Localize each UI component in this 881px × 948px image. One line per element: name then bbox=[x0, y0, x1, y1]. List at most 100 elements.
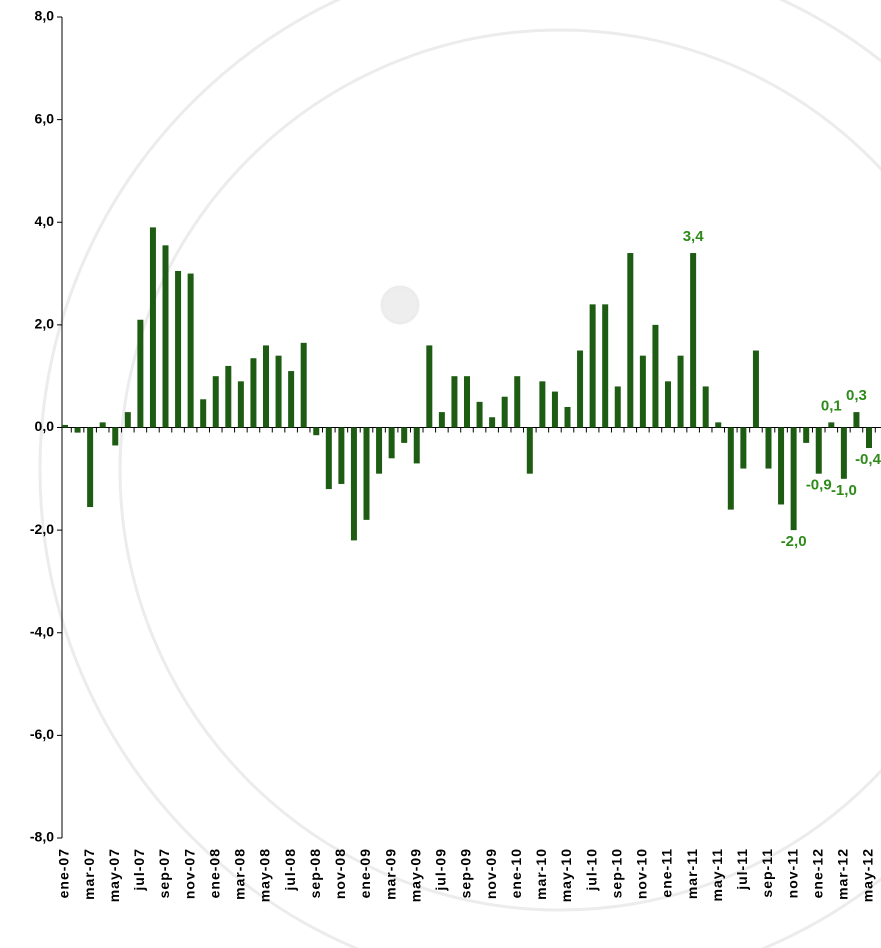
value-label: 3,4 bbox=[683, 228, 705, 245]
value-label: -0,4 bbox=[855, 451, 881, 468]
y-tick-label: 8,0 bbox=[35, 8, 55, 24]
x-tick-label: nov-08 bbox=[332, 848, 348, 899]
bar bbox=[828, 422, 834, 427]
x-tick-label: jul-08 bbox=[282, 848, 298, 892]
x-tick-label: mar-12 bbox=[835, 848, 851, 900]
bar bbox=[125, 412, 131, 427]
bar bbox=[100, 422, 106, 427]
bar bbox=[778, 428, 784, 505]
y-tick-label: -2,0 bbox=[30, 521, 54, 537]
x-tick-label: may-10 bbox=[558, 848, 574, 902]
bar bbox=[150, 227, 156, 427]
x-tick-label: jul-10 bbox=[583, 848, 599, 892]
bar bbox=[740, 428, 746, 469]
bar bbox=[263, 345, 269, 427]
bar bbox=[728, 428, 734, 510]
x-tick-label: ene-11 bbox=[659, 848, 675, 898]
bar bbox=[791, 428, 797, 531]
bar bbox=[715, 422, 721, 427]
bar bbox=[326, 428, 332, 490]
value-label: 0,3 bbox=[846, 387, 867, 404]
bar bbox=[87, 428, 93, 508]
y-tick-label: -6,0 bbox=[30, 726, 54, 742]
bar bbox=[803, 428, 809, 443]
bar bbox=[640, 356, 646, 428]
bar bbox=[225, 366, 231, 428]
bar bbox=[112, 428, 118, 446]
x-tick-label: sep-07 bbox=[156, 848, 172, 898]
bar bbox=[627, 253, 633, 427]
bar bbox=[451, 376, 457, 427]
x-tick-label: ene-10 bbox=[508, 848, 524, 898]
bar bbox=[401, 428, 407, 443]
x-tick-label: mar-07 bbox=[81, 848, 97, 900]
bar bbox=[853, 412, 859, 427]
bar bbox=[313, 428, 319, 436]
x-tick-label: nov-07 bbox=[181, 848, 197, 899]
bar bbox=[338, 428, 344, 484]
bar bbox=[502, 397, 508, 428]
watermark bbox=[40, 0, 881, 948]
bar bbox=[188, 274, 194, 428]
bar bbox=[766, 428, 772, 469]
x-tick-label: mar-11 bbox=[684, 848, 700, 899]
x-tick-label: sep-08 bbox=[307, 848, 323, 898]
bar bbox=[238, 381, 244, 427]
bar bbox=[175, 271, 181, 428]
bar bbox=[364, 428, 370, 520]
y-tick-label: 2,0 bbox=[35, 316, 55, 332]
x-tick-label: nov-09 bbox=[483, 848, 499, 899]
value-label: -2,0 bbox=[781, 533, 807, 550]
bar bbox=[464, 376, 470, 427]
bar bbox=[426, 345, 432, 427]
value-label: -0,9 bbox=[806, 477, 832, 494]
x-tick-label: jul-11 bbox=[734, 848, 750, 891]
bar bbox=[602, 304, 608, 427]
bar bbox=[615, 386, 621, 427]
bar bbox=[866, 428, 872, 449]
x-tick-label: may-08 bbox=[257, 848, 273, 902]
bar bbox=[565, 407, 571, 428]
x-tick-label: nov-11 bbox=[784, 848, 800, 898]
chart: -8,0-6,0-4,0-2,00,02,04,06,08,0ene-07mar… bbox=[0, 0, 881, 948]
bar bbox=[250, 358, 256, 427]
bar bbox=[439, 412, 445, 427]
bar bbox=[552, 392, 558, 428]
x-tick-label: sep-09 bbox=[458, 848, 474, 898]
bar bbox=[678, 356, 684, 428]
bar bbox=[590, 304, 596, 427]
bar bbox=[665, 381, 671, 427]
bar bbox=[753, 351, 759, 428]
x-tick-label: may-09 bbox=[407, 848, 423, 902]
x-tick-label: ene-08 bbox=[206, 848, 222, 898]
bar bbox=[577, 351, 583, 428]
x-tick-label: jul-07 bbox=[131, 848, 147, 892]
bar bbox=[389, 428, 395, 459]
bar bbox=[841, 428, 847, 479]
bar bbox=[288, 371, 294, 427]
x-tick-label: ene-12 bbox=[809, 848, 825, 898]
y-tick-label: 6,0 bbox=[35, 110, 55, 126]
x-tick-label: sep-11 bbox=[759, 848, 775, 898]
bar bbox=[816, 428, 822, 474]
bar bbox=[414, 428, 420, 464]
bar bbox=[213, 376, 219, 427]
x-tick-label: mar-08 bbox=[232, 848, 248, 900]
bar bbox=[62, 425, 68, 428]
x-tick-label: nov-10 bbox=[634, 848, 650, 899]
bar bbox=[489, 417, 495, 427]
bar bbox=[477, 402, 483, 428]
x-tick-label: ene-07 bbox=[56, 848, 72, 898]
bar bbox=[652, 325, 658, 428]
bar bbox=[163, 245, 169, 427]
x-tick-label: may-11 bbox=[709, 848, 725, 901]
bar bbox=[527, 428, 533, 474]
bar bbox=[276, 356, 282, 428]
bar bbox=[75, 428, 81, 433]
x-tick-label: mar-09 bbox=[382, 848, 398, 900]
bar bbox=[539, 381, 545, 427]
y-tick-label: 4,0 bbox=[35, 213, 55, 229]
bar bbox=[301, 343, 307, 428]
bar bbox=[514, 376, 520, 427]
y-tick-label: -4,0 bbox=[30, 623, 54, 639]
